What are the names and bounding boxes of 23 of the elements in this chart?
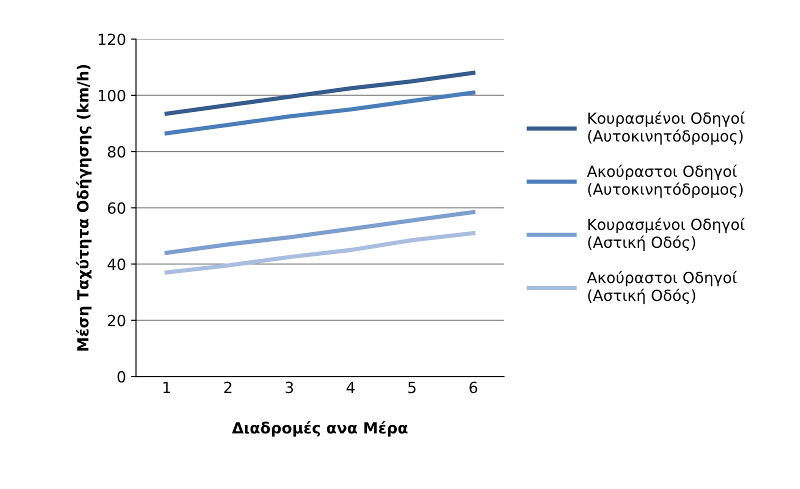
y-tick-label: 120 xyxy=(98,34,126,46)
x-tick-label: 6 xyxy=(470,382,478,394)
legend-label: Κουρασμένοι Οδηγοί (Αυτοκινητόδρομος) xyxy=(588,111,745,145)
y-tick-label: 100 xyxy=(98,90,126,102)
y-axis-title: Μέση Ταχύτητα Οδήγησης (km/h) xyxy=(76,64,92,351)
line-series xyxy=(164,210,476,255)
x-tick-label: 3 xyxy=(286,382,293,394)
x-axis-title: Διαδρομές ανα Μέρα xyxy=(232,421,408,437)
y-tick-label: 0 xyxy=(118,370,126,383)
x-tick-label: 5 xyxy=(408,382,416,394)
line-series xyxy=(164,70,476,116)
y-tick-label: 20 xyxy=(108,314,126,326)
legend-label: Ακούραστοι Οδηγοί (Αστική Οδός) xyxy=(586,270,737,304)
line-series xyxy=(164,90,476,136)
x-tick-label: 2 xyxy=(224,382,232,393)
y-tick-label: 40 xyxy=(108,258,126,270)
legend-label: Ακούραστοι Οδηγοί (Αυτοκινητόδρομος) xyxy=(586,164,743,198)
x-tick-label: 1 xyxy=(163,382,170,393)
x-tick-label: 4 xyxy=(346,382,355,393)
legend-label: Κουρασμένοι Οδηγοί (Αστική Οδός) xyxy=(588,218,745,252)
line-series xyxy=(164,231,476,275)
y-tick-label: 60 xyxy=(108,202,126,214)
y-tick-label: 80 xyxy=(108,146,126,158)
